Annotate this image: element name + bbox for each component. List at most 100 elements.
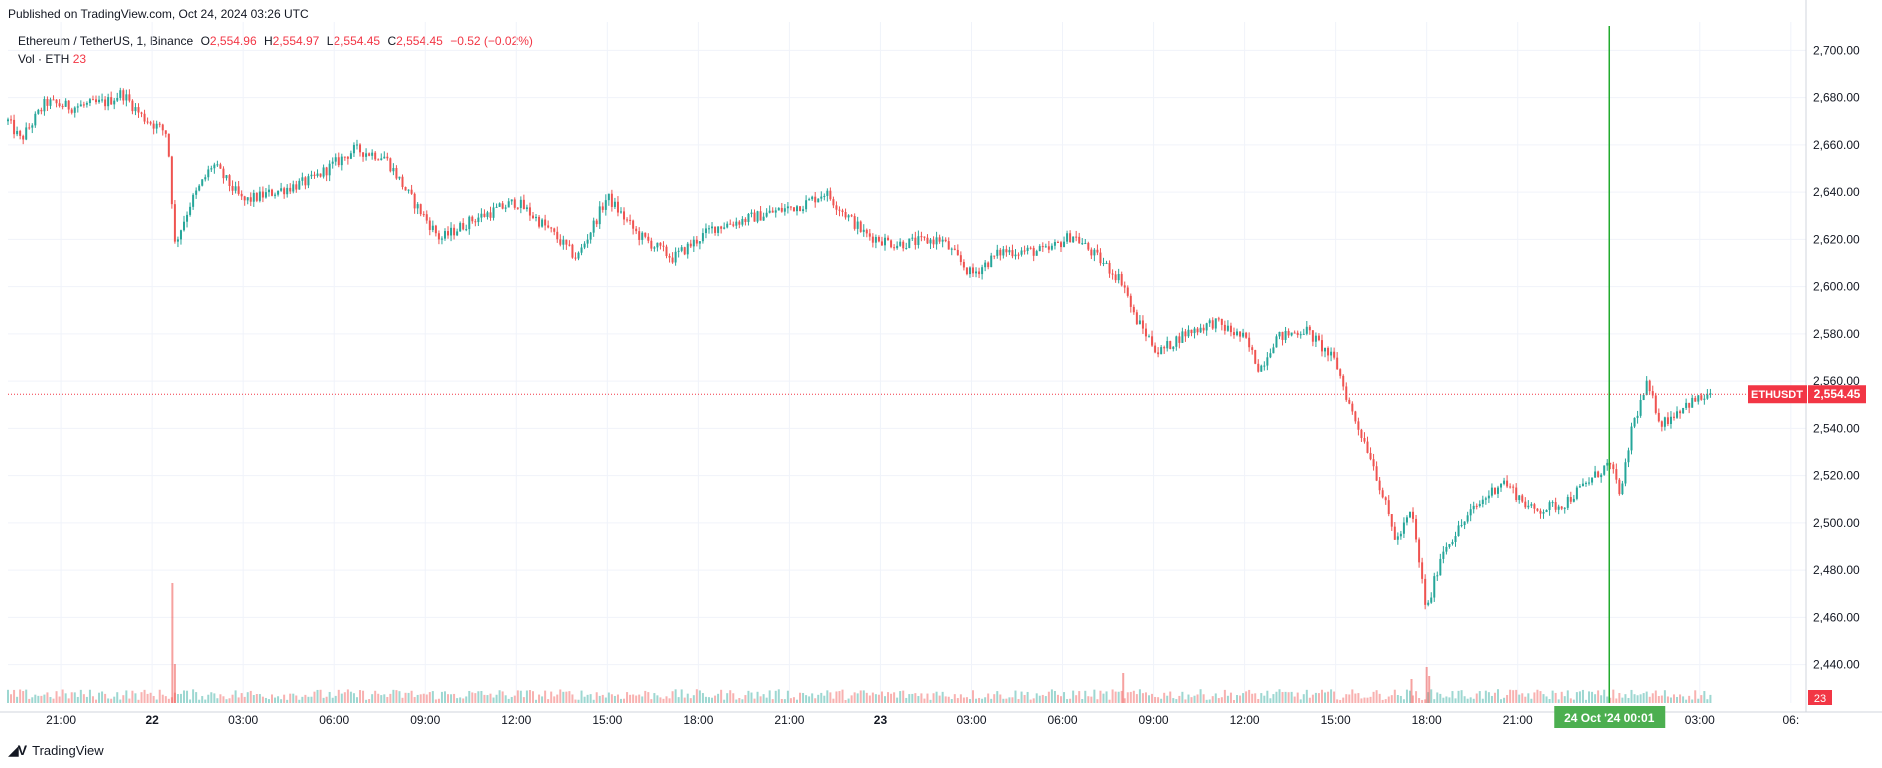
volume-bar — [359, 690, 362, 703]
candle-body — [249, 197, 252, 202]
candle-body — [665, 246, 668, 256]
volume-bar — [286, 699, 289, 703]
volume-bar — [981, 698, 984, 703]
volume-bar — [1263, 695, 1266, 703]
candle-body — [1657, 412, 1660, 422]
candle-body — [401, 176, 404, 188]
volume-bar — [978, 697, 981, 703]
volume-bar — [1005, 698, 1008, 703]
candle-body — [984, 262, 987, 268]
volume-bar — [1688, 695, 1691, 703]
volume-bar — [1026, 691, 1029, 703]
volume-bar — [1454, 698, 1457, 703]
candle-body — [1293, 332, 1296, 334]
volume-bar — [1220, 697, 1223, 703]
volume-bar — [890, 693, 893, 703]
volume-bar — [1299, 699, 1302, 703]
candle-body — [1533, 504, 1536, 509]
volume-bar — [613, 695, 616, 703]
candle-body — [595, 220, 598, 225]
candle-body — [349, 153, 352, 159]
volume-bar — [110, 698, 113, 703]
candle-body — [1639, 399, 1642, 416]
candle-body — [965, 267, 968, 275]
candle-body — [1424, 578, 1427, 605]
candle-body — [1114, 274, 1117, 281]
volume-bar — [574, 699, 577, 703]
volume-bar — [1363, 697, 1366, 703]
last-price-tag-bg — [1808, 385, 1866, 404]
candle-body — [292, 184, 295, 192]
candle-body — [498, 203, 501, 207]
volume-bar — [1075, 695, 1078, 703]
candle-body — [792, 207, 795, 212]
candle-body — [644, 232, 647, 237]
volume-bar — [440, 691, 443, 703]
candle-body — [440, 238, 443, 240]
volume-bar — [437, 698, 440, 703]
volume-bar — [1229, 692, 1232, 703]
candle-body — [820, 196, 823, 199]
candle-body — [1490, 487, 1493, 496]
candle-body — [274, 194, 277, 196]
volume-bar — [990, 698, 993, 703]
candle-body — [1302, 333, 1305, 335]
volume-bar — [1148, 695, 1151, 703]
volume-bar — [271, 694, 274, 703]
volume-bar — [1666, 696, 1669, 703]
volume-bar — [844, 699, 847, 703]
candle-body — [1117, 273, 1120, 281]
candle-body — [838, 209, 841, 211]
candle-body — [768, 210, 771, 213]
candle-body — [371, 152, 374, 156]
volume-bar — [914, 693, 917, 703]
volume-bar — [128, 698, 131, 703]
candle-body — [1002, 249, 1005, 256]
candle-body — [711, 226, 714, 229]
volume-bar — [1378, 693, 1381, 703]
volume-bar — [528, 690, 531, 703]
volume-bar — [753, 698, 756, 703]
candle-body — [626, 219, 629, 221]
volume-bar — [877, 694, 880, 703]
volume-bar — [665, 696, 668, 703]
volume-bar — [644, 690, 647, 703]
candle-body — [604, 200, 607, 210]
tradingview-logo-icon: ◢V — [8, 742, 27, 758]
candle-body — [1372, 459, 1375, 467]
volume-bar — [1402, 699, 1405, 703]
volume-bar — [1193, 695, 1196, 703]
volume-bar — [902, 690, 905, 703]
candle-body — [195, 190, 198, 195]
volume-bar — [1342, 697, 1345, 703]
candle-body — [756, 211, 759, 222]
volume-bar — [814, 698, 817, 703]
volume-bar — [1178, 695, 1181, 703]
candle-body — [1005, 249, 1008, 253]
candle-body — [425, 214, 428, 221]
volume-bar — [786, 690, 789, 703]
candle-body — [1396, 536, 1399, 540]
candle-body — [1066, 233, 1069, 242]
volume-bar — [583, 696, 586, 703]
candle-body — [31, 125, 34, 128]
volume-bar — [1330, 689, 1333, 703]
candle-body — [1324, 347, 1327, 352]
candle-body — [1557, 506, 1560, 510]
volume-bar — [428, 692, 431, 703]
volume-bar — [122, 695, 125, 703]
close-value: 2,554.45 — [396, 34, 443, 48]
volume-bar — [46, 692, 49, 703]
volume-bar — [1375, 690, 1378, 703]
volume-bar — [1269, 698, 1272, 703]
candle-body — [726, 223, 729, 228]
volume-bar — [416, 694, 419, 703]
volume-bar — [1014, 690, 1017, 703]
candle-body — [877, 237, 880, 242]
published-header: Published on TradingView.com, Oct 24, 20… — [8, 7, 309, 21]
volume-bar — [1490, 695, 1493, 703]
candle-body — [535, 216, 538, 219]
candle-body — [935, 237, 938, 245]
volume-bar — [1500, 699, 1503, 703]
